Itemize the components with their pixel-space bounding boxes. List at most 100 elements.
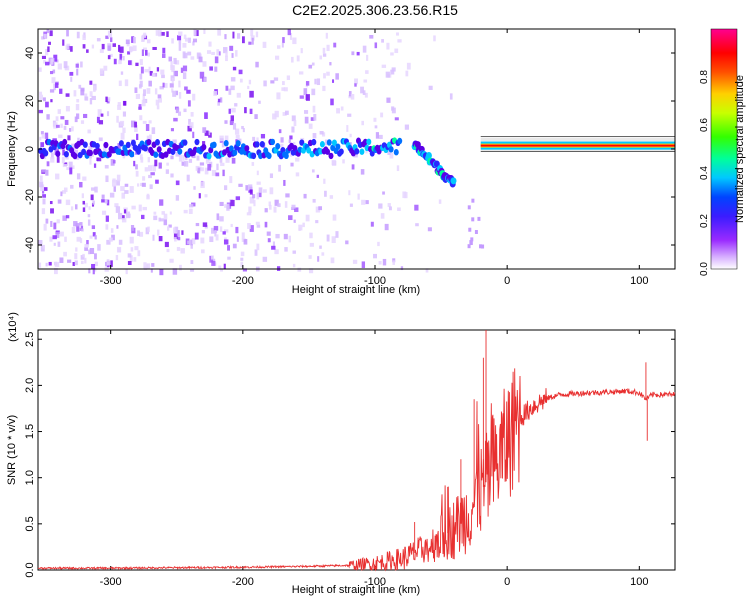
spectrogram-noise-cell <box>166 31 169 37</box>
spectrogram-noise-cell <box>169 211 172 215</box>
spectrogram-noise-cell <box>155 179 159 184</box>
spectrogram-noise-cell <box>189 122 194 129</box>
spectrogram-noise-cell <box>131 205 136 210</box>
spectrogram-noise-cell <box>230 115 235 121</box>
spectrogram-noise-cell <box>119 46 124 53</box>
spectrogram-noise-cell <box>323 178 326 184</box>
spectrogram-noise-cell <box>231 157 236 164</box>
spectrogram-noise-cell <box>178 92 182 99</box>
spectrogram-noise-cell <box>143 32 147 38</box>
spectrogram-signal-cell <box>328 152 334 160</box>
spectrogram-noise-cell <box>404 124 409 130</box>
spectrogram-noise-cell <box>60 116 65 120</box>
spectrogram-noise-cell <box>291 204 296 209</box>
spectrogram-noise-cell <box>127 51 131 55</box>
spectrogram-noise-cell <box>182 65 188 72</box>
spectrogram-noise-cell <box>63 187 68 193</box>
spectrogram-noise-cell <box>87 129 91 134</box>
spectrogram-noise-cell <box>206 50 212 54</box>
spectrogram-noise-cell <box>324 190 327 197</box>
spectrogram-noise-cell <box>89 80 93 85</box>
spectrogram-noise-cell <box>90 194 94 201</box>
spectrogram-noise-cell <box>133 160 136 167</box>
spectrogram-noise-cell <box>164 241 169 248</box>
spectrogram-noise-cell <box>110 228 114 233</box>
spectrogram-noise-cell <box>283 233 288 240</box>
spectrogram-noise-cell <box>124 209 127 214</box>
spectrogram-noise-cell <box>74 260 78 266</box>
spectrogram-noise-cell <box>177 236 181 241</box>
spectrogram-noise-cell <box>134 121 138 128</box>
spectrogram-noise-cell <box>242 268 247 272</box>
spectrogram-signal-cell <box>103 141 109 149</box>
spectrogram-noise-cell <box>166 248 170 253</box>
spectrogram-noise-cell <box>68 161 73 169</box>
spectrogram-noise-cell <box>269 173 274 179</box>
spectrogram-noise-cell <box>75 103 80 111</box>
spectrogram-noise-cell <box>360 86 364 94</box>
spectrogram-noise-cell <box>75 63 79 68</box>
spectrogram-noise-cell <box>269 187 274 195</box>
spectrogram-noise-cell <box>115 255 119 261</box>
spectrogram-noise-cell <box>187 100 191 107</box>
spectrogram-noise-cell <box>65 93 70 97</box>
spectrogram-noise-cell <box>178 40 182 45</box>
spectrogram-noise-cell <box>53 54 58 62</box>
spectrogram-noise-cell <box>57 241 61 247</box>
spectrogram-noise-cell <box>53 83 56 91</box>
spectrogram-noise-cell <box>50 220 53 227</box>
spectrogram-noise-cell <box>38 109 43 114</box>
spectrogram-noise-cell <box>255 61 259 68</box>
spectrogram-noise-cell <box>249 196 255 204</box>
spectrogram-noise-cell <box>169 83 174 88</box>
spectrogram-noise-cell <box>425 268 429 273</box>
spectrogram-noise-cell <box>234 128 240 135</box>
snr-y-tick-label: 1.5 <box>24 424 36 439</box>
spectrogram-signal-cell <box>72 152 78 160</box>
spectrogram-signal-cell <box>326 139 332 146</box>
spectrogram-noise-cell <box>178 80 181 88</box>
spectrogram-noise-cell <box>55 173 60 180</box>
spectrogram-noise-cell <box>316 174 319 178</box>
spectrogram-signal-cell <box>81 148 87 156</box>
spectrogram-y-tick-label: 40 <box>24 47 36 59</box>
spectrogram-noise-cell <box>171 88 174 93</box>
spectrogram-signal-cell <box>177 148 183 155</box>
spectrogram-noise-cell <box>354 83 357 87</box>
spectrogram-x-tick-label: -200 <box>232 275 254 287</box>
spectrogram-noise-cell <box>330 257 335 264</box>
spectrogram-noise-cell <box>105 96 108 103</box>
spectrogram-noise-cell <box>209 66 213 71</box>
spectrogram-noise-cell <box>117 143 121 150</box>
spectrogram-noise-cell <box>277 203 281 208</box>
spectrogram-noise-cell <box>335 231 339 238</box>
spectrogram-noise-cell <box>296 55 300 62</box>
spectrogram-noise-cell <box>169 258 174 263</box>
spectrogram-noise-cell <box>135 62 139 67</box>
spectrogram-noise-cell <box>349 133 352 138</box>
spectrogram-noise-cell <box>214 229 217 237</box>
spectrogram-noise-cell <box>314 78 317 85</box>
spectrogram-noise-cell <box>252 194 256 199</box>
spectrogram-noise-cell <box>82 253 85 258</box>
spectrogram-noise-cell <box>253 199 256 207</box>
spectrogram-noise-cell <box>148 174 152 179</box>
spectrogram-noise-cell <box>230 85 235 91</box>
spectrogram-noise-cell <box>184 86 188 91</box>
spectrogram-noise-cell <box>139 231 144 237</box>
spectrogram-noise-cell <box>213 91 217 96</box>
spectrogram-noise-cell <box>180 248 185 254</box>
spectrogram-noise-cell <box>178 111 182 116</box>
spectrogram-signal-cell <box>259 140 265 148</box>
spectrogram-noise-cell <box>311 169 315 173</box>
spectrogram-noise-cell <box>59 88 63 94</box>
spectrogram-signal-cell <box>154 139 160 146</box>
spectrogram-noise-cell <box>240 257 244 261</box>
spectrogram-noise-cell <box>143 266 148 271</box>
spectrogram-noise-cell <box>226 203 230 209</box>
spectrogram-noise-cell <box>251 162 255 166</box>
spectrogram-noise-cell <box>361 261 366 269</box>
spectrogram-noise-cell <box>196 155 200 161</box>
spectrogram-noise-cell <box>101 43 105 50</box>
spectrogram-noise-cell <box>73 90 77 97</box>
